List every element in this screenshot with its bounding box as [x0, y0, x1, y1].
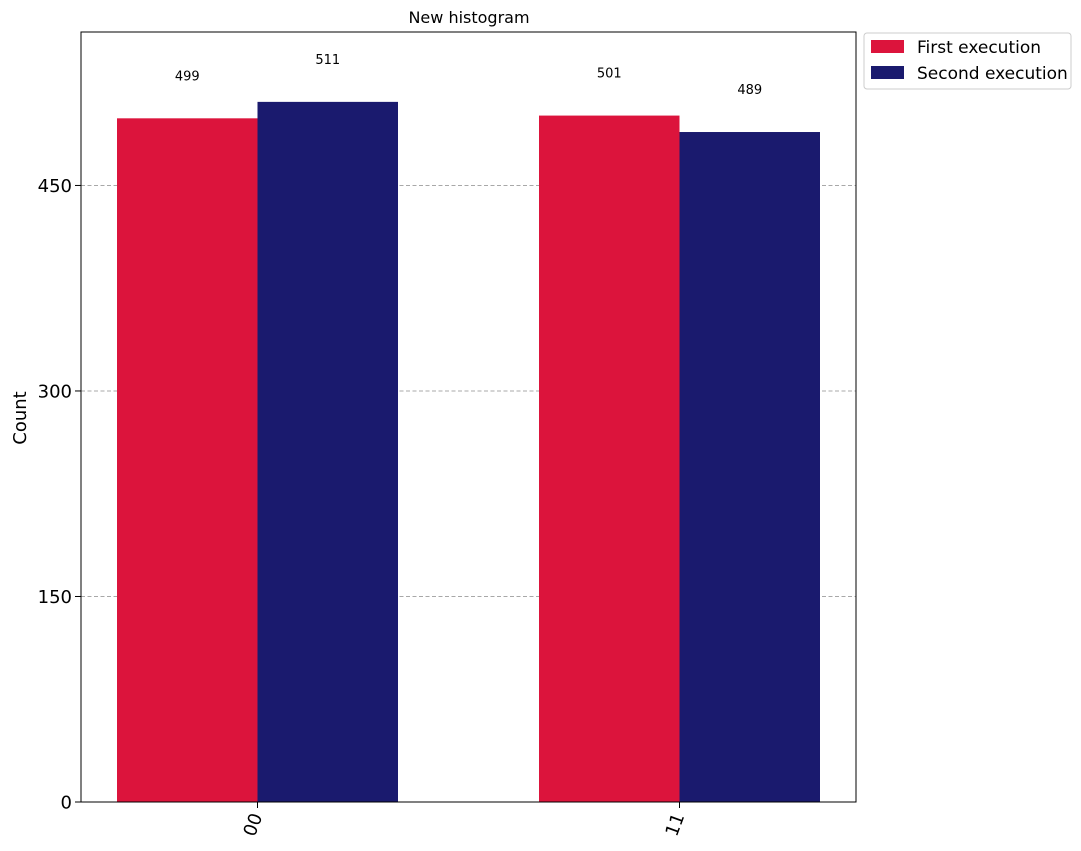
bars	[117, 101, 820, 803]
y-tick-label: 300	[38, 381, 72, 402]
plot-frame	[80, 31, 857, 803]
legend-swatch-second-execution	[871, 66, 904, 79]
legend: First execution Second execution	[863, 32, 1072, 90]
bar-second-execution-11	[679, 132, 820, 802]
x-tick-label: 00	[240, 811, 268, 840]
legend-swatch-first-execution	[871, 40, 904, 53]
chart-title: New histogram	[408, 8, 529, 27]
y-tick-label: 150	[38, 587, 72, 608]
data-label: 501	[597, 67, 622, 82]
legend-frame	[863, 32, 1072, 90]
data-label: 511	[315, 53, 340, 68]
legend-label-second-execution: Second execution	[917, 64, 1068, 84]
bar-first-execution-00	[117, 118, 258, 803]
x-axis-ticks: 00 11	[240, 802, 690, 840]
y-tick-label: 0	[61, 793, 72, 814]
data-label: 489	[737, 83, 762, 98]
y-tick-label: 450	[38, 176, 72, 197]
data-labels: 499 511 501 489	[175, 53, 762, 98]
bar-first-execution-11	[539, 115, 680, 802]
y-axis-ticks: 0 150 300 450	[38, 176, 81, 814]
data-label: 499	[175, 69, 200, 84]
bar-second-execution-00	[257, 101, 398, 803]
legend-label-first-execution: First execution	[917, 38, 1041, 58]
y-axis-label: Count	[10, 391, 31, 444]
x-tick-label: 11	[662, 811, 690, 840]
